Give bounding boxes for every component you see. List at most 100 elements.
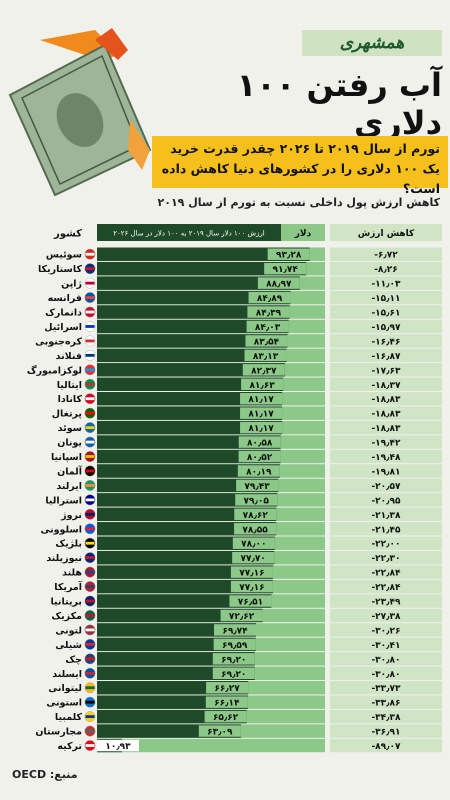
change-value: -۶٫۷۲: [374, 251, 398, 261]
row-bg: [330, 550, 442, 565]
value-box: [246, 320, 289, 333]
value-box: [237, 465, 280, 477]
flag-band: [85, 469, 95, 473]
value-box: [230, 580, 273, 593]
country-label: بریتانیا: [50, 597, 82, 608]
flag-band: [85, 368, 95, 372]
value-box: [232, 537, 275, 549]
chart-title: کاهش ارزش پول داخلی نسبت به تورم از سال …: [157, 196, 440, 209]
bar-value-label: ۶۹٫۲۰: [221, 670, 246, 680]
row-bg: [330, 565, 442, 579]
row-bg: [330, 507, 442, 522]
bar-value-label: ۸۱٫۶۳: [249, 381, 275, 391]
flag-band: [85, 252, 95, 256]
bar-value-label: ۷۹٫۴۳: [244, 482, 270, 492]
flag-band: [85, 657, 95, 661]
change-value: -۳۰٫۴۱: [371, 641, 400, 651]
change-value: -۱۱٫۰۳: [371, 280, 401, 290]
value-box: [234, 508, 277, 521]
value-box: [212, 667, 255, 679]
flag-band: [85, 585, 95, 588]
flag-band: [85, 642, 95, 646]
bar: [97, 363, 285, 377]
bar-value-label: ۷۸٫۵۵: [242, 525, 268, 535]
country-label: ترکیه: [57, 741, 82, 752]
bar: [97, 464, 280, 478]
flag-band: [85, 671, 95, 675]
row-bg: [330, 261, 442, 276]
bar-value-label: ۷۹٫۰۵: [244, 496, 270, 506]
change-value: -۲۷٫۳۸: [371, 612, 401, 622]
flag-band: [85, 484, 95, 487]
bar-value-label: ۸۱٫۱۷: [248, 424, 274, 434]
change-value: -۱۸٫۸۳: [371, 410, 401, 420]
value-box: [244, 349, 287, 362]
bar: [97, 536, 275, 550]
logo: همشهری: [302, 30, 442, 56]
row-bg: [330, 319, 442, 334]
bar: [97, 392, 283, 406]
row-bg: [330, 290, 442, 305]
row-bg: [330, 276, 442, 290]
country-label: استرالیا: [45, 495, 82, 506]
bar-header: ارزش ۱۰۰ دلار سال ۲۰۱۹ به ۱۰۰ دلار در سا…: [113, 230, 265, 238]
flag-band: [85, 614, 95, 617]
change-value: -۳۰٫۲۶: [371, 626, 400, 636]
flag-band: [85, 281, 95, 285]
bar: [97, 522, 277, 536]
flag-band: [85, 628, 95, 632]
change-value: -۱۸٫۳۷: [371, 381, 401, 391]
flag-band: [85, 325, 95, 328]
country-label: اسلوونی: [40, 524, 82, 535]
flag-band: [85, 570, 95, 574]
country-label: فنلاند: [56, 351, 82, 362]
row-bg: [330, 449, 442, 464]
title: آب رفتن ۱۰۰ دلاری: [236, 66, 442, 142]
country-label: شیلی: [55, 640, 82, 651]
value-box: [241, 378, 284, 390]
value-box: [242, 364, 285, 376]
bar-value-label: ۶۶٫۱۴: [214, 699, 240, 709]
bar: [97, 406, 283, 420]
change-value: -۳۶٫۹۱: [371, 728, 400, 738]
bar: [97, 550, 275, 565]
row-bg: [330, 464, 442, 478]
row-bg: [330, 247, 442, 261]
flag-band: [85, 700, 95, 704]
bar: [97, 507, 277, 522]
bar: [97, 478, 279, 493]
country-label: کلمبیا: [55, 712, 83, 723]
bar-value-label: ۱۰٫۹۳: [105, 742, 131, 752]
country-label: ایسلند: [52, 669, 82, 680]
change-value: -۲۲٫۰۰: [371, 540, 400, 550]
row-bg: [330, 738, 442, 753]
value-box: [240, 421, 283, 434]
row-bg: [330, 637, 442, 652]
bar-value-label: ۸۳٫۱۳: [253, 352, 279, 362]
header-cell: [330, 224, 442, 241]
value-box: [229, 595, 272, 607]
country-label: سوئد: [58, 423, 82, 434]
value-box: [232, 551, 275, 564]
row-bg: [330, 579, 442, 594]
flag-band: [85, 440, 95, 444]
subtitle: تورم از سال ۲۰۱۹ تا ۲۰۲۶ چقدر قدرت خرید …: [152, 136, 448, 196]
value-box: [238, 436, 281, 448]
country-label: اسپانیا: [51, 452, 82, 463]
bar-value-label: ۸۱٫۱۷: [248, 395, 274, 405]
bar: [97, 247, 310, 261]
change-value: -۳۳٫۸۶: [371, 699, 400, 709]
value-box: [257, 277, 300, 289]
flame: [95, 28, 128, 60]
row-bg: [330, 594, 442, 608]
country-label: ایرلند: [56, 481, 82, 492]
value-box: [206, 682, 249, 694]
bar-value-label: ۸۱٫۱۷: [248, 410, 274, 420]
value-box: [230, 566, 273, 578]
row-bg: [330, 652, 442, 666]
change-value: -۲۲٫۸۴: [371, 583, 401, 593]
row-bg: [330, 348, 442, 363]
row-bg: [330, 724, 442, 738]
row-bg: [330, 522, 442, 536]
change-value: -۳۰٫۸۰: [371, 670, 400, 680]
